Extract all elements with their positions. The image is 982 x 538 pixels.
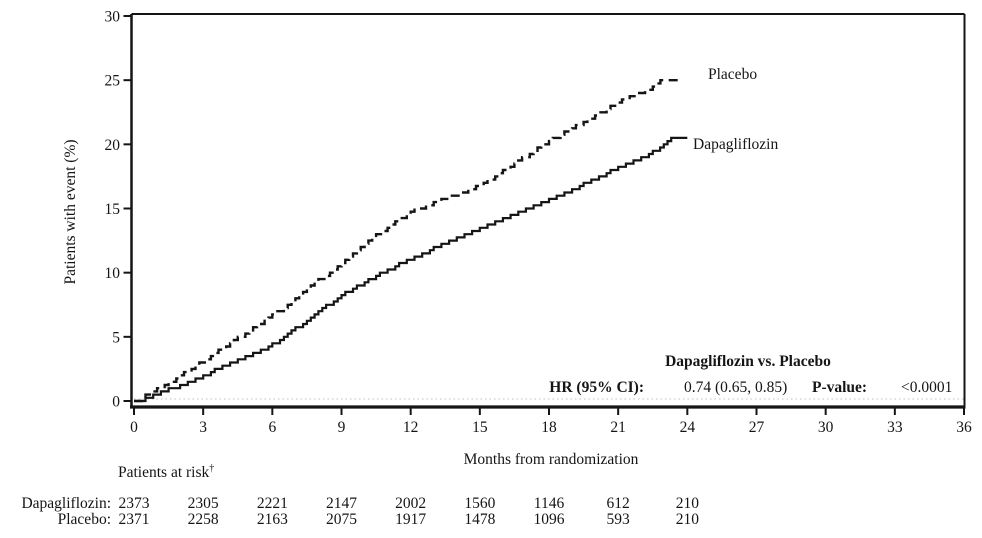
x-tick-label-3: 3 <box>199 419 207 436</box>
risk-cell-placebo-m15: 1478 <box>464 511 496 528</box>
x-tick-label-9: 9 <box>338 419 346 436</box>
risk-cell-dapagliflozin-m6: 2221 <box>256 495 288 512</box>
x-tick-label-24: 24 <box>680 419 696 436</box>
y-tick-label-30: 30 <box>105 9 121 26</box>
risk-table-footnote-marker: † <box>209 463 215 474</box>
dapagliflozin-curve <box>134 136 688 403</box>
risk-cell-placebo-m0: 2371 <box>118 511 150 528</box>
annotation-title: Dapagliflozin vs. Placebo <box>665 353 831 370</box>
risk-cell-dapagliflozin-m21: 612 <box>606 495 630 512</box>
p-value: <0.0001 <box>901 379 953 396</box>
risk-cell-dapagliflozin-m9: 2147 <box>326 495 357 512</box>
risk-cell-dapagliflozin-m3: 2305 <box>187 495 219 512</box>
risk-cell-dapagliflozin-m12: 2002 <box>395 495 427 512</box>
risk-cell-placebo-m6: 2163 <box>256 511 288 528</box>
placebo-curve <box>134 79 683 403</box>
x-tick-label-15: 15 <box>472 419 488 436</box>
risk-cell-placebo-m21: 593 <box>606 511 630 528</box>
x-tick-label-36: 36 <box>956 419 972 436</box>
risk-cell-dapagliflozin-m24: 210 <box>675 495 699 512</box>
risk-row-label-dapagliflozin: Dapagliflozin: <box>21 495 111 512</box>
risk-cell-placebo-m3: 2258 <box>187 511 219 528</box>
y-tick-label-15: 15 <box>105 201 121 218</box>
hr-label: HR (95% CI): <box>549 379 644 396</box>
x-tick-label-27: 27 <box>749 419 765 436</box>
x-tick-label-21: 21 <box>610 419 626 436</box>
hr-value: 0.74 (0.65, 0.85) <box>684 379 788 396</box>
x-tick-label-0: 0 <box>130 419 138 436</box>
legend-dapagliflozin-label: Dapagliflozin <box>693 136 779 153</box>
x-tick-label-33: 33 <box>887 419 903 436</box>
x-axis-title: Months from randomization <box>463 451 639 468</box>
y-tick-label-20: 20 <box>105 137 121 154</box>
y-tick-label-25: 25 <box>105 73 121 90</box>
risk-row-label-placebo: Placebo: <box>57 511 111 528</box>
risk-cell-dapagliflozin-m15: 1560 <box>464 495 496 512</box>
risk-cell-placebo-m12: 1917 <box>395 511 427 528</box>
risk-table-header: Patients at risk† <box>118 463 214 482</box>
risk-cell-dapagliflozin-m0: 2373 <box>118 495 150 512</box>
risk-table-header-text: Patients at risk <box>118 464 210 482</box>
y-tick-label-5: 5 <box>112 329 120 346</box>
x-tick-label-12: 12 <box>403 419 419 436</box>
y-tick-label-0: 0 <box>112 394 120 411</box>
x-tick-label-30: 30 <box>818 419 834 436</box>
risk-cell-placebo-m24: 210 <box>675 511 699 528</box>
y-axis-title: Patients with event (%) <box>62 139 79 285</box>
x-tick-label-18: 18 <box>541 419 557 436</box>
risk-cell-dapagliflozin-m18: 1146 <box>533 495 565 512</box>
x-tick-label-6: 6 <box>268 419 276 436</box>
p-value-label: P-value: <box>812 379 868 396</box>
risk-cell-placebo-m18: 1096 <box>533 511 565 528</box>
risk-cell-placebo-m9: 2075 <box>326 511 357 528</box>
legend-placebo-label: Placebo <box>708 66 758 83</box>
y-tick-label-10: 10 <box>105 265 121 282</box>
